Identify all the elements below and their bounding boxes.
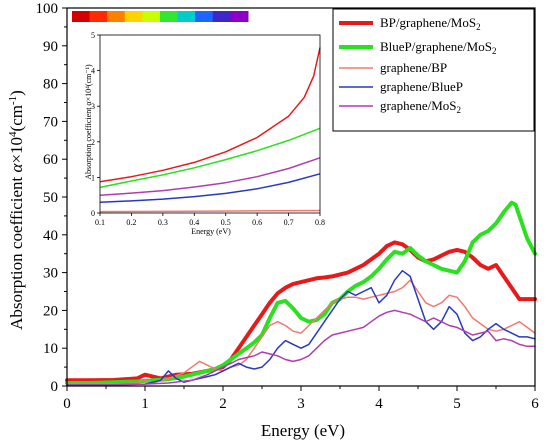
spectrum-bar-segment: [89, 11, 108, 22]
inset-x-axis-label: Energy (eV): [191, 227, 231, 236]
y-axis-label-alpha: α: [7, 162, 26, 172]
legend-label: BP/graphene/MoS2: [380, 15, 481, 32]
y-axis-label-times: ×10: [7, 137, 26, 164]
x-tick-label: 5: [453, 396, 461, 412]
x-tick-label: 3: [297, 396, 305, 412]
inset-x-tick-label: 0.2: [126, 218, 136, 227]
inset-y-axis-label: Absorption coefficient α×10⁴(cm⁻¹): [84, 64, 93, 180]
inset-x-tick-label: 0.6: [252, 218, 262, 227]
inset-background: [73, 30, 328, 240]
legend-label: graphene/BlueP: [380, 79, 463, 94]
x-tick-label: 4: [375, 396, 383, 412]
x-tick-label: 1: [141, 396, 149, 412]
x-tick-label: 6: [531, 396, 539, 412]
inset-x-tick-label: 0.8: [315, 218, 325, 227]
inset-x-tick-label: 0.1: [95, 218, 105, 227]
x-axis-label: Energy (eV): [261, 421, 345, 440]
inset-series-line: [99, 173, 321, 204]
y-tick-label: 60: [43, 152, 58, 168]
x-tick-label: 0: [63, 396, 71, 412]
y-axis-label-exponent: 4: [7, 131, 19, 137]
y-tick-label: 40: [43, 228, 58, 244]
spectrum-bar-segment: [142, 11, 161, 22]
y-tick-label: 10: [43, 341, 58, 357]
y-tick-label: 0: [51, 379, 59, 395]
spectrum-bar-segment: [195, 11, 214, 22]
y-tick-label: 50: [43, 190, 58, 206]
series-line: [66, 309, 536, 386]
spectrum-bar: [72, 11, 249, 22]
y-axis-label-unit-exponent: -1: [7, 96, 19, 105]
y-tick-label: 80: [43, 77, 58, 93]
inset-y-tick-label: 0: [91, 209, 95, 218]
inset-series-line: [99, 157, 321, 196]
spectrum-bar-segment: [212, 11, 231, 22]
spectrum-bar-segment: [107, 11, 126, 22]
legend-label: BlueP/graphene/MoS2: [380, 39, 496, 56]
y-tick-label: 100: [36, 1, 59, 17]
inset-series-line: [99, 209, 321, 213]
inset-y-tick-label: 5: [91, 31, 95, 40]
inset-x-tick-label: 0.5: [221, 218, 231, 227]
legend-label: graphene/MoS2: [380, 98, 461, 115]
inset-x-tick-label: 0.4: [189, 218, 199, 227]
legend: BP/graphene/MoS2 BlueP/graphene/MoS2 graph…: [332, 8, 535, 132]
y-axis-label-unit: (cm: [7, 105, 26, 131]
y-axis-label-text: Absorption coefficient: [7, 172, 26, 329]
series-line: [66, 269, 536, 386]
spectrum-bar-segment: [124, 11, 143, 22]
spectrum-bar-segment: [177, 11, 196, 22]
inset-x-tick-label: 0.3: [158, 218, 168, 227]
inset-plot: 0.1 0.2 0.3 0.4 0.5 0.6 0.7 0.8 0 1 2 3 4 5: [73, 30, 328, 240]
y-tick-label: 30: [43, 266, 58, 282]
y-axis-label-close: ): [7, 90, 26, 96]
spectrum-bar-segment: [230, 11, 249, 22]
spectrum-bar-segment: [160, 11, 179, 22]
y-tick-label: 90: [43, 39, 58, 55]
y-tick-label: 20: [43, 303, 58, 319]
spectrum-bar-segment: [72, 11, 91, 22]
legend-label: graphene/BP: [380, 60, 447, 75]
inset-y-tick-label: 2: [91, 138, 95, 147]
inset-y-tick-label: 4: [91, 67, 95, 76]
inset-y-tick-label: 1: [91, 173, 95, 182]
inset-series-line: [99, 47, 321, 183]
inset-series-line: [99, 127, 321, 189]
y-axis-label: Absorption coefficient α×104(cm-1): [7, 90, 26, 330]
y-tick-label: 70: [43, 114, 58, 130]
inset-frame: [99, 34, 321, 214]
inset-y-tick-label: 3: [91, 102, 95, 111]
legend-box: [332, 8, 535, 132]
x-tick-label: 2: [219, 396, 227, 412]
inset-x-tick-label: 0.7: [284, 218, 294, 227]
